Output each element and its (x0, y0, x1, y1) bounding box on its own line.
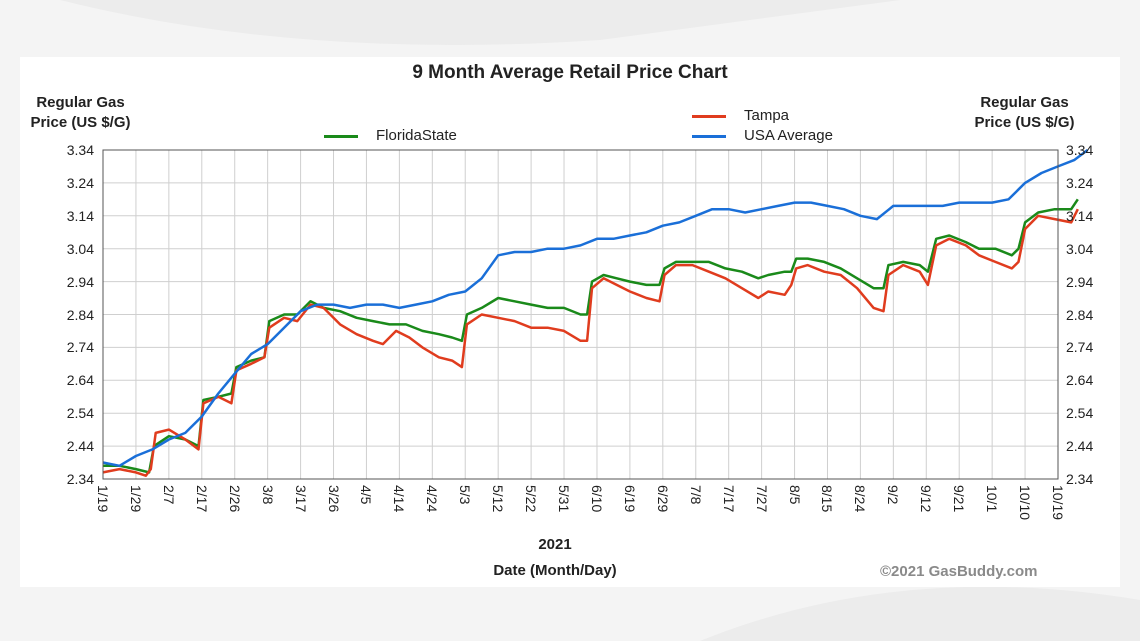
x-tick-label: 2/7 (160, 485, 177, 505)
credit-text: ©2021 GasBuddy.com (880, 563, 1038, 580)
y-axis-label-right: Regular Gas Price (US $/G) (962, 93, 1087, 133)
x-tick-label: 6/19 (621, 485, 638, 513)
x-tick-label: 8/5 (786, 485, 803, 505)
x-tick-label: 4/14 (391, 485, 408, 513)
legend-item-floridastate: FloridaState (324, 127, 457, 145)
y-tick-label-left: 3.04 (66, 240, 94, 257)
series-line-floridastate (103, 198, 1079, 474)
x-tick-label: 3/8 (259, 485, 276, 505)
chart-title: 9 Month Average Retail Price Chart (412, 62, 728, 83)
y-tick-label-left: 2.94 (66, 273, 94, 290)
legend-swatch-tampa (692, 114, 726, 118)
x-tick-label: 8/24 (852, 485, 869, 513)
legend-swatch-floridastate (324, 134, 358, 138)
y-tick-label-right: 3.04 (1066, 240, 1094, 257)
y-axis-label-right-line-2: Price (US $/G) (974, 114, 1075, 131)
x-tick-label: 3/17 (292, 485, 309, 513)
plot-border (102, 149, 1059, 480)
legend-label-tampa: Tampa (744, 107, 790, 124)
y-tick-label-right: 2.54 (1066, 405, 1094, 422)
legend-label-usa-average: USA Average (744, 127, 833, 144)
legend-item-tampa: Tampa (692, 107, 789, 125)
y-tick-label-left: 2.84 (66, 306, 94, 323)
legend-item-usa-average: USA Average (692, 127, 833, 145)
legend-swatch-usa-average (692, 134, 726, 138)
y-axis-label-right-line-1: Regular Gas (980, 94, 1069, 111)
x-tick-label: 1/29 (127, 485, 144, 513)
y-axis-label-left: Regular Gas Price (US $/G) (18, 93, 143, 133)
x-tick-label: 10/10 (1017, 485, 1034, 521)
x-tick-label: 6/10 (588, 485, 605, 513)
y-tick-label-right: 2.84 (1066, 306, 1094, 323)
y-tick-label-right: 3.24 (1066, 174, 1094, 191)
y-tick-label-left: 3.24 (66, 174, 94, 191)
x-tick-label: 3/26 (325, 485, 342, 513)
y-axis-label-left-line-2: Price (US $/G) (30, 114, 131, 131)
y-axis-label-left-line-1: Regular Gas (36, 94, 125, 111)
x-tick-label: 9/12 (918, 485, 935, 513)
y-tick-label-left: 2.64 (66, 372, 94, 389)
x-tick-label: 9/2 (885, 485, 902, 505)
x-axis-label: Date (Month/Day) (493, 562, 617, 579)
legend-label-floridastate: FloridaState (376, 127, 457, 144)
y-tick-label-right: 2.34 (1066, 471, 1094, 487)
y-tick-label-right: 2.74 (1066, 339, 1094, 356)
y-tick-label-left: 2.74 (66, 339, 94, 356)
y-tick-label-right: 3.34 (1066, 142, 1094, 158)
x-tick-label: 2/26 (226, 485, 243, 513)
x-tick-label: 10/1 (984, 485, 1001, 513)
x-tick-label: 2/17 (193, 485, 210, 513)
x-tick-label: 7/8 (687, 485, 704, 505)
x-tick-label: 1/19 (95, 485, 111, 513)
year-label: 2021 (538, 536, 572, 553)
x-tick-label: 5/3 (457, 485, 474, 505)
y-tick-label-left: 2.44 (66, 438, 94, 455)
x-tick-label: 8/15 (819, 485, 836, 513)
x-tick-label: 6/29 (654, 485, 671, 513)
y-tick-label-left: 3.14 (66, 207, 94, 224)
y-tick-label-left: 2.34 (66, 471, 94, 487)
series-line-usa-average (102, 149, 1089, 468)
x-tick-label: 5/22 (523, 485, 540, 513)
y-tick-label-right: 3.14 (1066, 207, 1094, 224)
y-tick-label-left: 2.54 (66, 405, 94, 422)
x-tick-label: 9/21 (951, 485, 968, 513)
x-tick-label: 4/5 (358, 485, 375, 505)
x-tick-label: 7/27 (753, 485, 770, 513)
y-tick-label-right: 2.94 (1066, 273, 1094, 290)
x-tick-label: 4/24 (424, 485, 441, 513)
x-tick-label: 5/31 (556, 485, 573, 513)
x-tick-label: 10/19 (1050, 485, 1066, 521)
x-tick-label: 5/12 (490, 485, 507, 513)
y-tick-label-left: 3.34 (66, 142, 94, 158)
x-tick-label: 7/17 (720, 485, 737, 513)
y-tick-label-right: 2.44 (1066, 438, 1094, 455)
series-line-tampa (102, 208, 1079, 477)
y-tick-label-right: 2.64 (1066, 372, 1094, 389)
